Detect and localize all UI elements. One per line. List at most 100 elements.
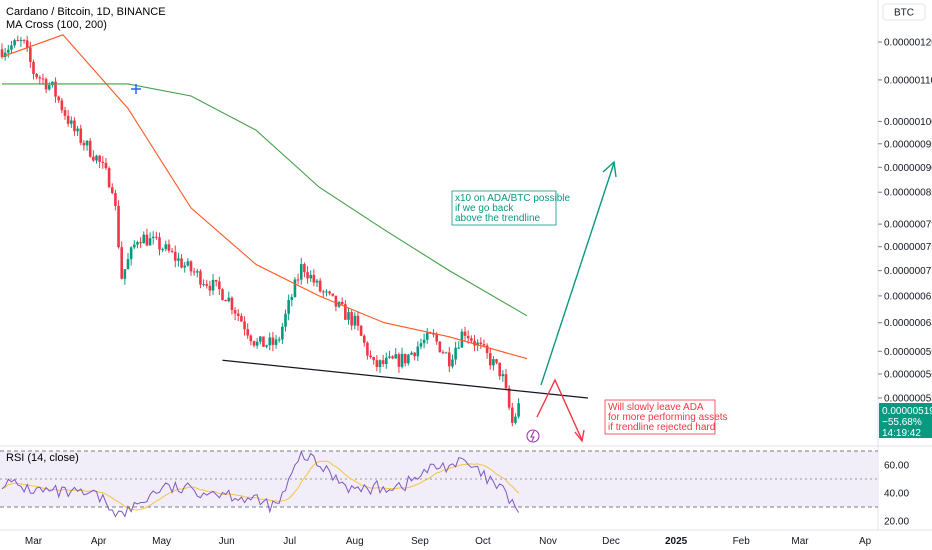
time-label: Aug	[346, 536, 364, 547]
candle	[110, 183, 114, 195]
candle	[196, 268, 199, 278]
candle	[16, 35, 20, 42]
candle	[79, 124, 83, 146]
candle	[372, 356, 375, 365]
rsi-tick-label: 40.00	[884, 489, 909, 500]
candle	[155, 231, 158, 241]
price-tick-label: 0.000000710	[884, 266, 932, 277]
candle	[221, 288, 224, 301]
time-label: Apr	[91, 536, 107, 547]
candle	[485, 343, 489, 359]
rsi-title[interactable]: RSI (14, close)	[6, 452, 79, 464]
candle	[114, 189, 117, 211]
candle	[347, 308, 350, 325]
bearish-note-line-2: for more performing assets	[608, 412, 728, 423]
candle	[422, 333, 426, 349]
time-label: Mar	[25, 536, 43, 547]
candle	[129, 246, 133, 266]
candle	[378, 359, 382, 374]
candle	[444, 351, 448, 354]
candle	[145, 228, 149, 247]
candle	[133, 240, 136, 250]
candle	[262, 336, 265, 347]
rsi-axis[interactable]: 60.00 40.00 20.00	[884, 461, 909, 528]
candle	[366, 341, 369, 360]
candle	[413, 352, 416, 361]
candle	[199, 269, 202, 289]
symbol-title[interactable]: Cardano / Bitcoin, 1D, BINANCE	[6, 6, 166, 18]
candle	[356, 311, 360, 331]
candle	[416, 341, 420, 362]
candle	[296, 273, 300, 285]
candle	[63, 106, 67, 120]
candle	[359, 325, 363, 337]
candle	[425, 328, 429, 344]
price-pane-background[interactable]	[0, 0, 878, 440]
candle	[13, 38, 16, 48]
candle	[214, 279, 218, 287]
current-price-tag: 0.00000519 −55.68% 14:19:42	[879, 403, 932, 439]
candle	[318, 278, 322, 293]
candle	[189, 260, 193, 276]
bearish-note-box[interactable]: Will slowly leave ADA for more performin…	[604, 399, 728, 435]
candle	[479, 337, 483, 350]
candle	[274, 335, 278, 349]
bearish-note-line-1: Will slowly leave ADA	[608, 402, 704, 413]
bullish-note-line-1: x10 on ADA/BTC possible	[455, 193, 570, 204]
candle	[98, 154, 101, 168]
current-price-tag-bg	[879, 403, 932, 438]
candle	[470, 335, 473, 343]
ma200-line[interactable]	[2, 83, 528, 317]
candle	[202, 279, 205, 287]
ma-cross-marker[interactable]	[131, 84, 141, 94]
candle	[391, 355, 394, 360]
bullish-projection-arrow[interactable]	[540, 160, 617, 386]
time-label: Dec	[602, 536, 620, 547]
candle	[32, 59, 35, 80]
price-axis-background[interactable]	[878, 0, 932, 530]
candle	[259, 336, 262, 345]
candle	[139, 237, 142, 248]
candle	[101, 156, 105, 169]
currency-button[interactable]: BTC	[882, 3, 926, 21]
candle	[205, 279, 209, 289]
candle	[120, 241, 123, 280]
candle	[117, 200, 120, 249]
bearish-projection-arrow[interactable]	[536, 378, 585, 443]
candle	[511, 402, 514, 427]
candle	[107, 166, 111, 188]
candle	[142, 231, 146, 244]
bullish-note-frame	[451, 190, 557, 226]
candle	[240, 313, 243, 322]
bullish-note-box[interactable]: x10 on ADA/BTC possible if we go back ab…	[451, 190, 570, 226]
lightning-icon[interactable]	[526, 429, 540, 443]
candle	[290, 293, 294, 307]
candle	[123, 269, 127, 285]
price-tick-label: 0.000001100	[884, 75, 932, 86]
candle	[400, 347, 404, 369]
indicator-title[interactable]: MA Cross (100, 200)	[6, 19, 107, 31]
candle	[236, 309, 240, 322]
time-label: Sep	[411, 536, 429, 547]
candle	[10, 40, 13, 54]
price-tick-label: 0.000000670	[884, 291, 932, 302]
ma100-line[interactable]	[1, 34, 528, 360]
price-tick-label: 0.000000790	[884, 220, 932, 231]
time-axis[interactable]: Mar Apr May Jun Jul Aug Sep Oct Nov Dec 2025 Feb Mar…	[25, 536, 872, 547]
candle	[249, 334, 253, 346]
candle	[466, 330, 470, 344]
candle	[208, 280, 212, 296]
currency-label: BTC	[894, 8, 914, 19]
rsi-tick-label: 20.00	[884, 517, 909, 528]
price-tick-label: 0.000000900	[884, 163, 932, 174]
price-tick-label: 0.000000590	[884, 347, 932, 358]
candle	[514, 413, 517, 425]
price-axis[interactable]: 0.000001200 0.000001100 0.000001000 0.00000…	[878, 38, 932, 405]
support-trendline[interactable]	[222, 359, 588, 399]
candle	[492, 356, 495, 371]
rsi-line[interactable]	[1, 450, 520, 518]
candle	[507, 385, 511, 411]
candle	[344, 300, 347, 320]
price-tick-label: 0.000000630	[884, 318, 932, 329]
